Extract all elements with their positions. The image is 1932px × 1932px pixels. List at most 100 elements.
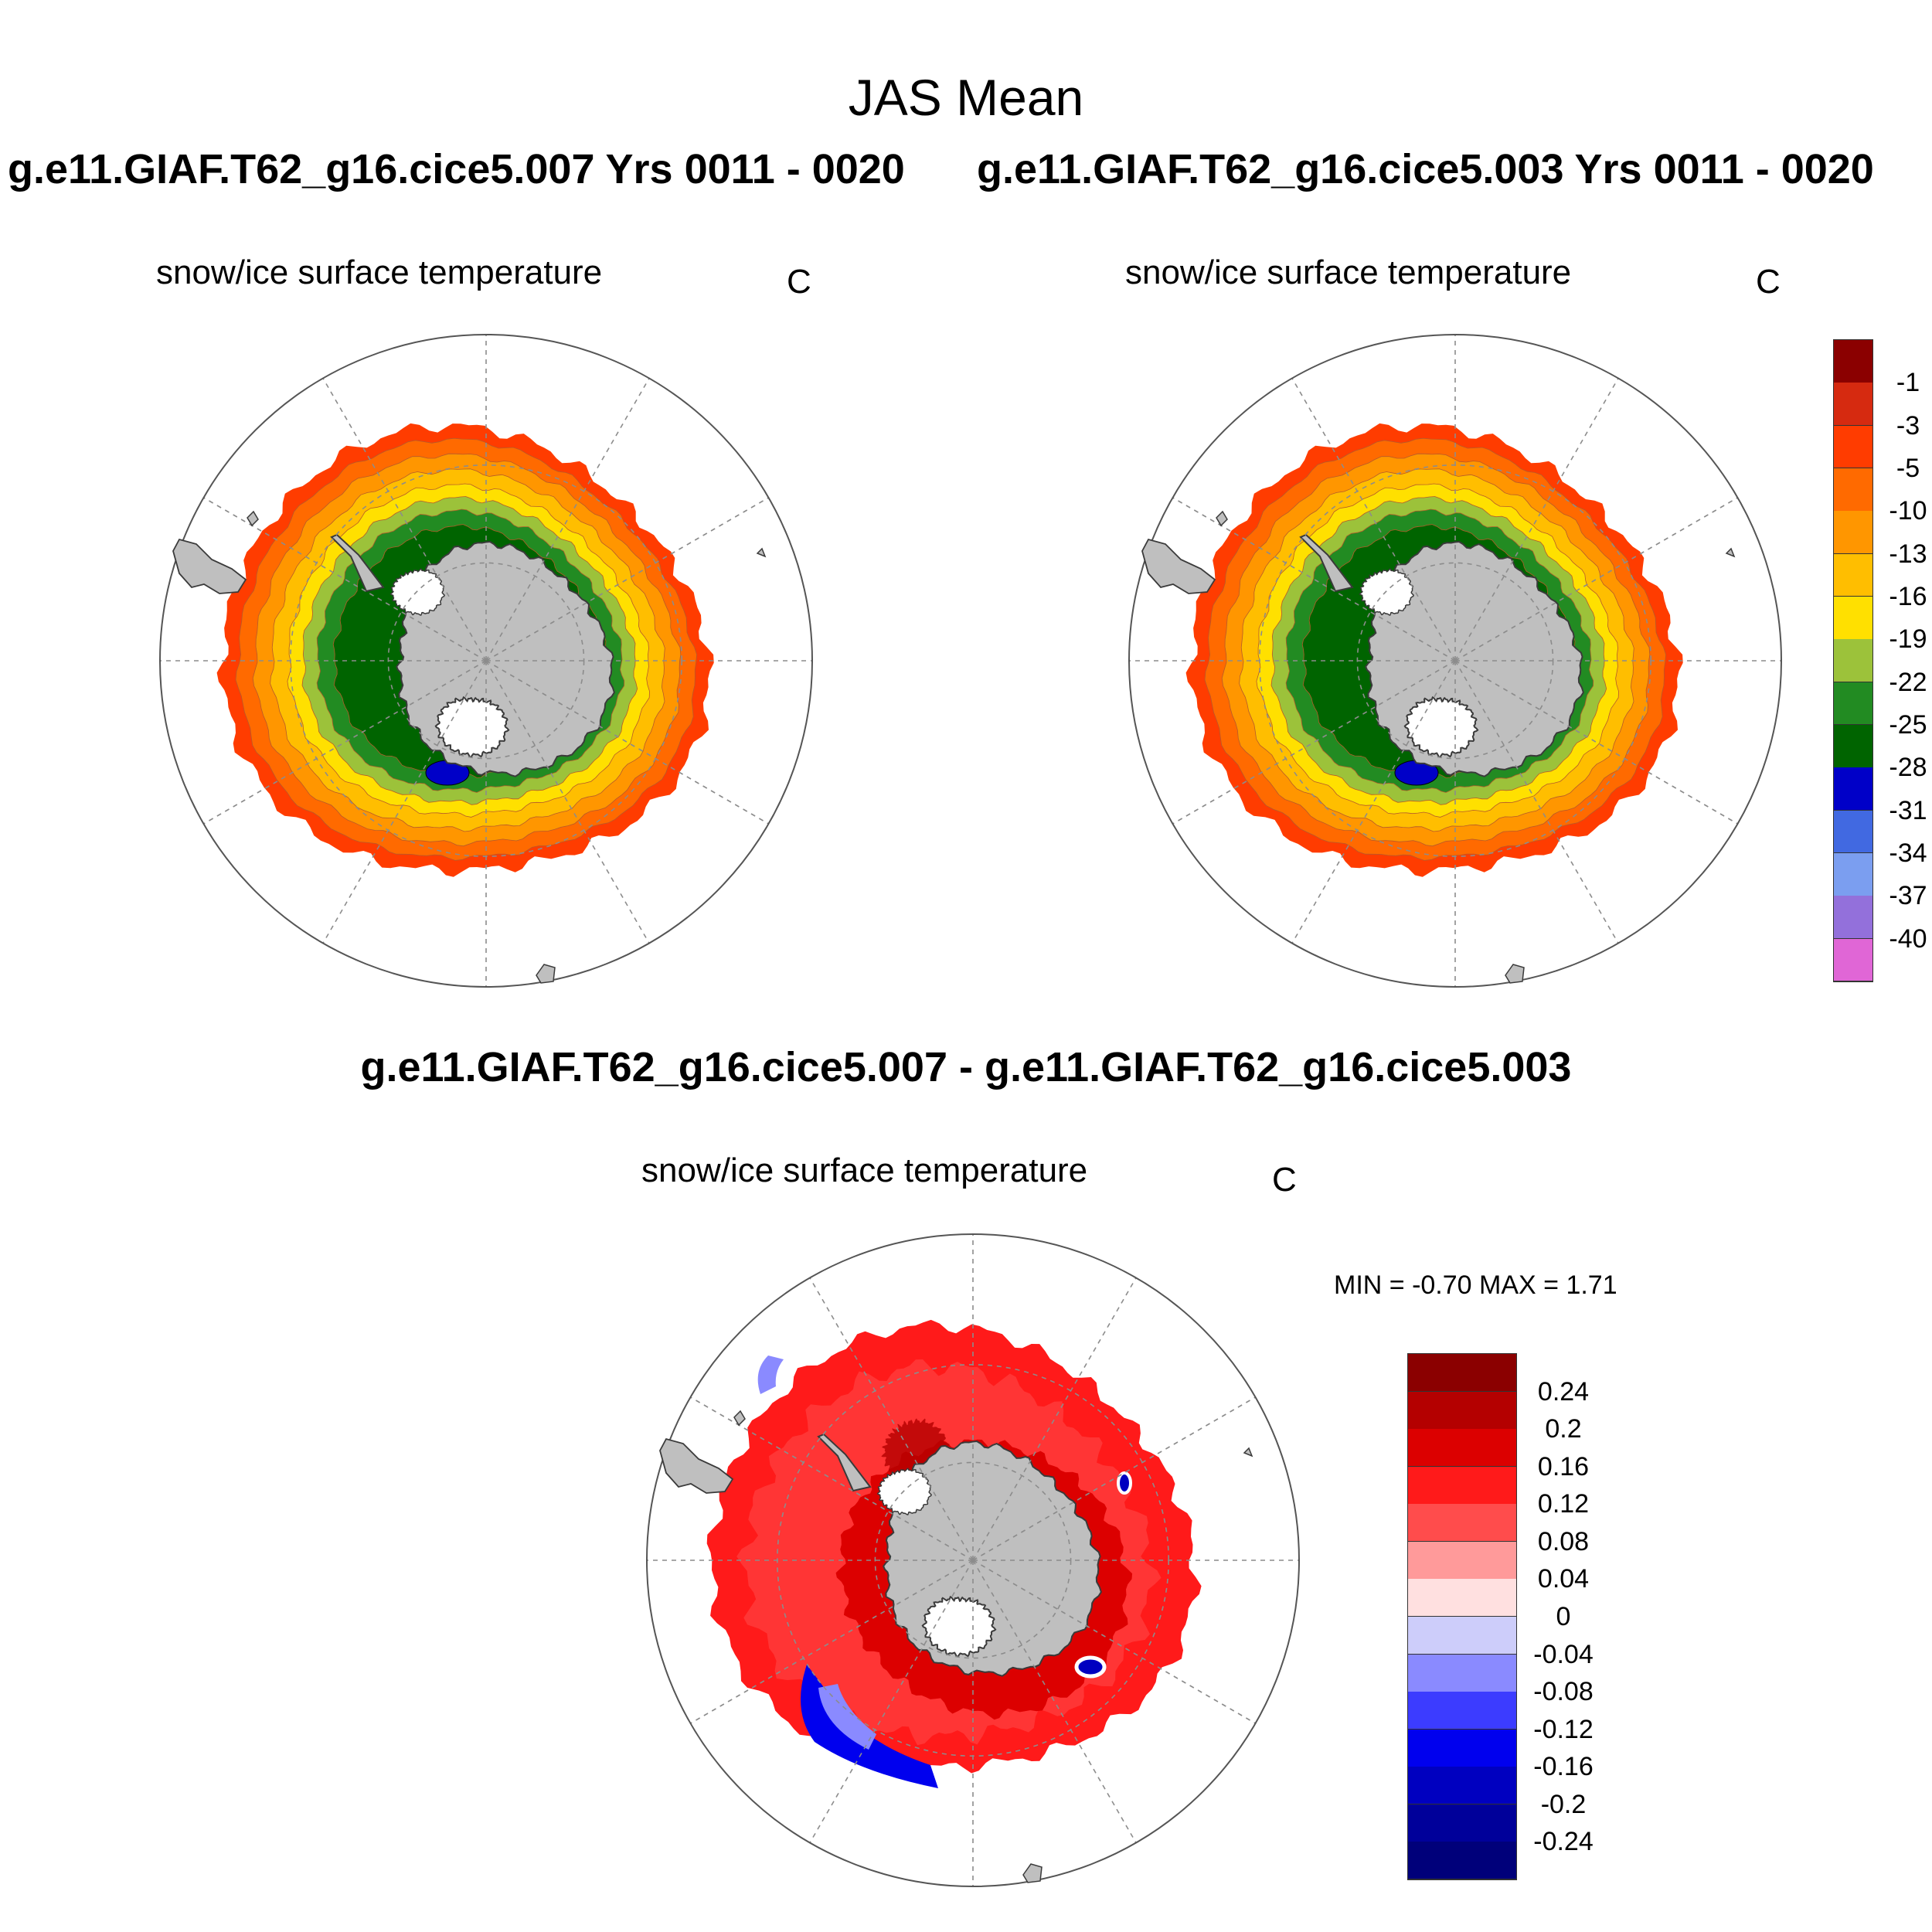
meridian-line	[485, 378, 650, 662]
meridian-line	[809, 1560, 974, 1843]
temperature-colorbar	[1833, 339, 1873, 982]
temperature-colorbar-labels: -1 -3 -5 -10 -13 -16 -19 -22 -25 -28 -31 -34 -37 -40	[1881, 340, 1932, 981]
latitude-circle	[777, 1364, 1169, 1757]
island	[756, 547, 767, 558]
meridian-line	[485, 497, 769, 662]
difference-polar-map	[646, 1233, 1300, 1887]
right-polar-map	[1128, 334, 1782, 988]
colorbar-box	[1834, 639, 1872, 683]
left-experiment-title: g.e11.GIAF.T62_g16.cice5.007 Yrs 0011 - …	[8, 146, 905, 192]
meridian-line	[1454, 497, 1738, 662]
colorbar-box	[1834, 853, 1872, 896]
colorbar-label: 0.2	[1545, 1414, 1582, 1444]
island	[1725, 547, 1736, 558]
colorbar-label: -0.12	[1533, 1714, 1594, 1744]
new-zealand	[1505, 964, 1525, 984]
colorbar-box	[1834, 553, 1872, 597]
colorbar-box	[1834, 468, 1872, 512]
right-south-america-and-islands	[1141, 510, 1736, 984]
colorbar-box	[1834, 597, 1872, 640]
colorbar-box	[1408, 1692, 1516, 1730]
meridian-line	[1172, 497, 1456, 662]
colorbar-label: 0	[1556, 1602, 1571, 1631]
island	[1216, 510, 1228, 527]
colorbar-label: -0.04	[1533, 1639, 1594, 1669]
colorbar-label: -19	[1889, 624, 1927, 655]
right-map-border	[1128, 334, 1782, 988]
colorbar-box	[1408, 1767, 1516, 1805]
meridian-line	[1291, 378, 1456, 662]
meridian-line	[1454, 660, 1738, 825]
figure-title: JAS Mean	[848, 69, 1084, 126]
colorbar-label: -13	[1889, 539, 1927, 569]
latitude-circle	[874, 1461, 1072, 1659]
meridian-line	[322, 660, 487, 944]
difference-graticule	[647, 1234, 1299, 1886]
new-zealand	[1022, 1863, 1043, 1883]
difference-colorbar-labels: 0.24 0.2 0.16 0.12 0.08 0.04 0 -0.04 -0.08 -0.12 -…	[1521, 1354, 1606, 1879]
colorbar-box	[1408, 1729, 1516, 1767]
colorbar-label: -1	[1896, 368, 1920, 398]
meridian-line	[1454, 660, 1619, 944]
colorbar-label: -34	[1889, 838, 1927, 868]
difference-title: g.e11.GIAF.T62_g16.cice5.007 - g.e11.GIA…	[360, 1044, 1572, 1090]
right-units-label: C	[1756, 263, 1781, 301]
colorbar-box	[1408, 1842, 1516, 1880]
meridian-line	[972, 1560, 1137, 1843]
colorbar-label: -37	[1889, 881, 1927, 911]
colorbar-label: -0.2	[1540, 1789, 1587, 1819]
difference-antarctica-landmass	[817, 1433, 1102, 1677]
colorbar-box	[1408, 1429, 1516, 1468]
colorbar-box	[1408, 1541, 1516, 1580]
colorbar-label: 0.16	[1537, 1451, 1590, 1481]
new-zealand	[536, 964, 556, 984]
meridian-line	[1291, 660, 1456, 944]
negative-difference-spot	[1117, 1471, 1132, 1495]
left-units-label: C	[787, 263, 811, 301]
meridian-line	[203, 497, 487, 662]
latitude-circle	[290, 464, 682, 857]
right-graticule	[1129, 335, 1781, 987]
south-america-tip	[172, 538, 247, 594]
negative-difference-area	[818, 1684, 876, 1750]
right-experiment-title: g.e11.GIAF.T62_g16.cice5.003 Yrs 0011 - …	[977, 146, 1874, 192]
island	[247, 510, 259, 527]
ross-ice-shelf	[921, 1595, 997, 1658]
negative-difference-area	[757, 1355, 784, 1394]
negative-difference-spot	[1074, 1655, 1107, 1679]
left-polar-map	[159, 334, 813, 988]
meridian-line	[1172, 660, 1456, 825]
left-south-america-and-islands	[172, 510, 767, 984]
ross-ice-shelf	[1403, 696, 1479, 758]
colorbar-label: 0.12	[1537, 1489, 1590, 1519]
left-antarctica-landmass	[330, 533, 615, 777]
meridian-line	[322, 378, 487, 662]
meridian-line	[690, 1560, 974, 1724]
south-america-tip	[1141, 538, 1216, 594]
colorbar-label: 0.24	[1537, 1376, 1590, 1406]
difference-min-max: MIN = -0.70 MAX = 1.71	[1334, 1270, 1617, 1300]
left-map-border	[159, 334, 813, 988]
colorbar-box	[1408, 1579, 1516, 1617]
meridian-line	[203, 660, 487, 825]
colorbar-label: -25	[1889, 710, 1927, 740]
colorbar-label: -0.24	[1533, 1827, 1594, 1857]
colorbar-label: -0.08	[1533, 1677, 1594, 1707]
colorbar-label: -40	[1889, 923, 1927, 954]
difference-units-label: C	[1272, 1161, 1297, 1199]
colorbar-label: -31	[1889, 795, 1927, 825]
colorbar-label: -16	[1889, 582, 1927, 611]
colorbar-label: -3	[1896, 410, 1920, 440]
colorbar-box	[1834, 340, 1872, 383]
left-graticule	[160, 335, 812, 987]
colorbar-box	[1834, 682, 1872, 726]
colorbar-label: -22	[1889, 667, 1927, 697]
colorbar-box	[1834, 810, 1872, 854]
meridian-line	[1454, 378, 1619, 662]
meridian-line	[972, 1277, 1137, 1561]
difference-map-border	[646, 1233, 1300, 1887]
colorbar-box	[1408, 1466, 1516, 1505]
colorbar-label: -0.16	[1533, 1752, 1594, 1782]
island	[1243, 1447, 1253, 1458]
island	[733, 1410, 746, 1427]
